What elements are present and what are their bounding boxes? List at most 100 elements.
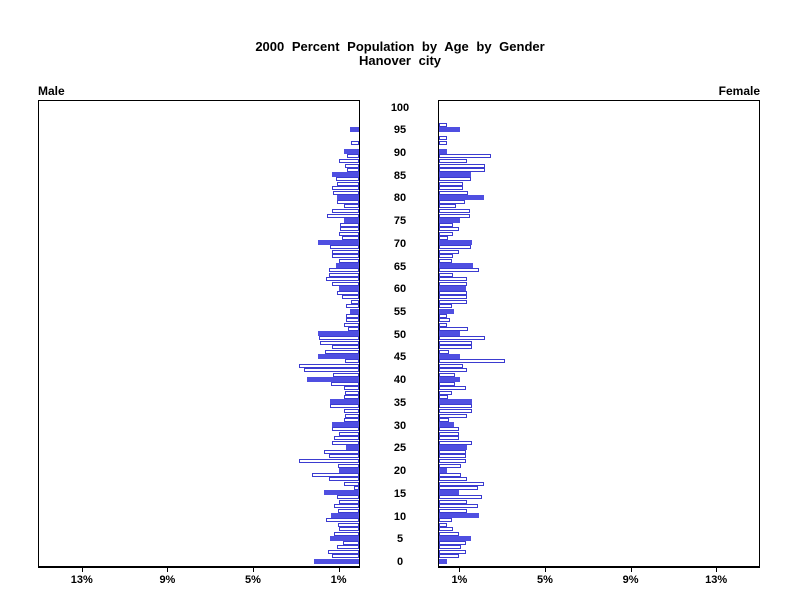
male-bar-age-85 [332,172,359,178]
female-bar-age-84 [439,177,472,182]
female-bar-age-33 [439,409,472,413]
female-bar-age-24 [439,449,466,454]
female-bar-age-27 [439,436,459,441]
male-bar-age-47 [332,345,359,350]
age-label-55: 55 [393,306,407,319]
male-bar-age-72 [339,231,359,236]
male-bar-age-86 [347,168,359,173]
male-bar-age-7 [339,527,359,532]
tick-label-male-1%: 1% [330,574,347,586]
male-bar-age-15 [324,490,359,496]
female-bar-age-86 [439,168,485,173]
male-bar-age-84 [336,177,359,182]
male-panel-label: Male [38,84,65,98]
female-bar-age-82 [439,186,463,191]
female-bar-age-26 [439,440,472,445]
male-bar-age-52 [344,322,359,327]
age-label-75: 75 [393,215,407,228]
male-bar-age-22 [299,459,359,463]
female-bar-age-57 [439,299,467,304]
tick-label-female-5%: 5% [537,574,553,586]
male-bar-age-28 [339,431,359,436]
male-bar-age-74 [340,222,359,227]
male-bar-age-80 [337,194,359,200]
female-bar-age-43 [439,363,464,368]
male-bar-age-67 [332,254,359,259]
female-bar-age-76 [439,213,471,218]
female-bar-age-6 [439,531,459,536]
female-bar-age-78 [439,204,456,209]
female-bar-age-44 [439,359,505,364]
age-label-45: 45 [393,351,407,364]
female-bar-age-71 [439,236,449,241]
age-label-25: 25 [393,442,407,455]
age-label-95: 95 [393,124,407,137]
female-bar-age-53 [439,318,450,323]
tick-male-1% [338,567,340,572]
tick-label-male-13%: 13% [70,574,93,586]
tick-female-13% [716,567,718,572]
female-bar-age-16 [439,486,479,491]
male-bar-age-56 [346,304,359,309]
female-bar-age-25 [439,444,467,450]
female-bar-age-28 [439,431,459,436]
tick-female-9% [630,567,632,572]
male-bar-age-18 [329,477,359,482]
male-bar-age-27 [333,436,359,441]
male-bar-age-66 [338,259,359,264]
female-bar-age-77 [439,209,471,214]
male-bar-age-1 [332,554,359,559]
female-bar-age-66 [439,259,452,264]
female-bar-age-85 [439,172,472,178]
female-bar-age-17 [439,481,485,486]
female-bar-age-60 [439,285,466,291]
chart-title-line2: Hanover city [358,53,442,68]
female-bar-age-47 [439,345,472,350]
female-bar-age-35 [439,399,473,405]
male-bar-age-9 [326,518,359,523]
male-bar-age-90 [344,149,359,155]
female-bar-age-7 [439,527,454,532]
male-bar-age-38 [344,386,359,391]
male-bar-age-42 [304,368,359,373]
female-bar-age-21 [439,463,462,468]
age-label-60: 60 [393,283,407,296]
male-bar-age-13 [339,499,359,504]
female-bar-age-49 [439,336,485,341]
male-bar-age-14 [336,495,359,500]
male-bar-age-88 [338,159,359,164]
male-bar-age-29 [332,427,359,432]
female-bar-age-13 [439,499,467,504]
female-bar-age-11 [439,509,467,513]
female-bar-age-51 [439,327,469,332]
male-bar-age-54 [346,313,359,318]
tick-male-9% [167,567,169,572]
male-bar-age-75 [344,217,359,223]
male-bar-age-78 [344,204,359,209]
female-bar-age-80 [439,194,485,200]
tick-label-male-5%: 5% [245,574,261,586]
age-label-100: 100 [390,101,410,114]
female-bar-age-32 [439,413,467,418]
male-bar-age-4 [342,540,359,545]
male-bar-age-57 [351,299,359,304]
male-bar-age-26 [331,440,359,445]
female-bar-age-41 [439,372,456,377]
male-bar-age-48 [319,340,359,345]
male-bar-age-81 [333,190,359,195]
female-bar-age-30 [439,422,454,428]
female-bar-age-19 [439,472,462,477]
female-bar-age-20 [439,467,448,473]
age-label-10: 10 [393,510,407,523]
male-bar-age-92 [351,140,359,145]
male-bar-age-23 [329,454,359,459]
male-bar-age-82 [332,186,359,191]
male-bar-age-59 [336,290,359,295]
male-bar-age-10 [330,513,359,519]
female-bar-age-63 [439,272,454,277]
female-bar-age-64 [439,268,480,273]
female-bar-age-38 [439,386,466,391]
female-bar-age-37 [439,390,452,395]
age-label-80: 80 [393,192,407,205]
female-bar-age-58 [439,295,467,300]
